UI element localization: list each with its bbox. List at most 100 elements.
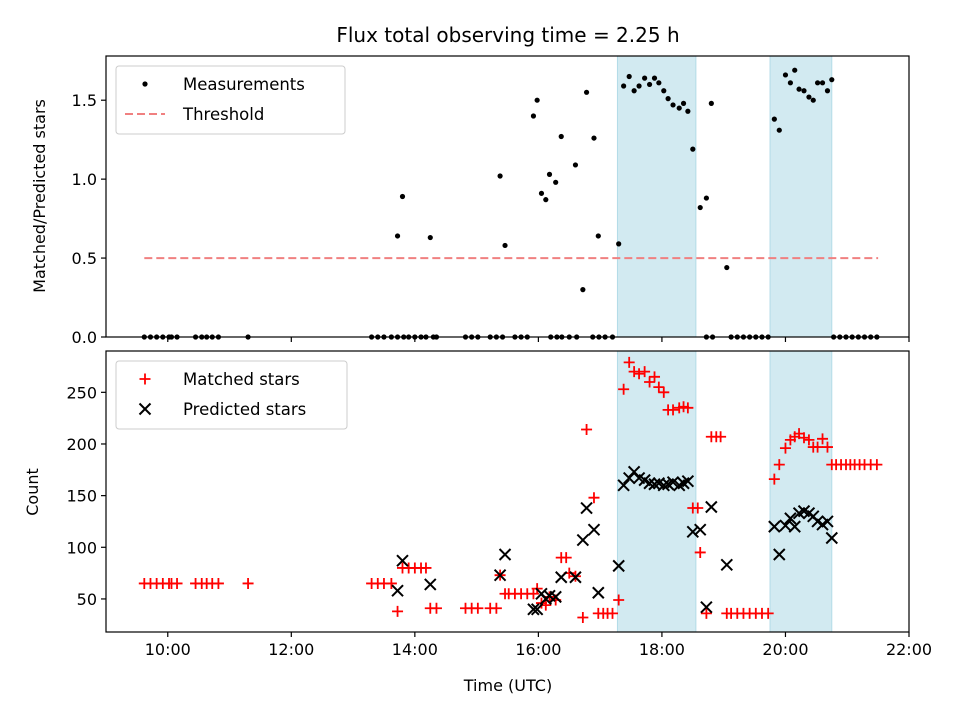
bottom-matched-stars-point — [682, 402, 694, 414]
bottom-x-tick-label: 18:00 — [639, 640, 685, 659]
bottom-legend-label-predicted-stars: Predicted stars — [183, 400, 306, 419]
bottom-predicted-stars-point — [580, 501, 593, 515]
top-measurements-point — [583, 89, 590, 95]
bottom-matched-stars-point — [607, 607, 619, 619]
top-measurements-point — [399, 193, 406, 200]
top-series-layer — [141, 67, 880, 340]
bottom-predicted-stars-point — [527, 603, 540, 616]
bottom-matched-stars-point — [821, 441, 833, 453]
bottom-predicted-stars-point — [705, 500, 718, 514]
bottom-matched-stars-point — [773, 459, 785, 471]
top-measurements-point — [703, 195, 709, 201]
bottom-matched-stars-point — [171, 577, 183, 589]
bottom-matched-stars-point — [649, 371, 661, 383]
bottom-predicted-stars-point — [396, 554, 409, 567]
bottom-matched-stars-point — [700, 607, 712, 619]
bottom-predicted-stars-point — [569, 571, 582, 584]
bottom-predicted-stars-point — [720, 558, 733, 572]
bottom-matched-stars-point — [779, 442, 791, 454]
top-axes-frame — [105, 55, 910, 338]
top-shaded-span-1 — [769, 55, 833, 338]
bottom-predicted-stars-point — [768, 520, 781, 533]
bottom-predicted-stars-point — [587, 523, 601, 536]
top-measurements-point — [502, 242, 508, 249]
top-measurements-point — [656, 80, 662, 86]
bottom-matched-stars-point — [490, 602, 502, 614]
top-legend-box — [115, 65, 346, 135]
bottom-x-tick-label: 20:00 — [762, 640, 808, 659]
top-measurements-point — [530, 113, 537, 119]
bottom-matched-stars-point — [623, 356, 635, 368]
bottom-predicted-stars-point — [784, 512, 797, 525]
top-measurements-point — [690, 146, 696, 152]
bottom-predicted-stars-point — [773, 548, 786, 561]
top-measurements-point — [631, 88, 637, 94]
bottom-matched-stars-point — [803, 434, 815, 446]
bottom-matched-stars-point — [871, 459, 883, 471]
bottom-matched-stars-point — [420, 562, 432, 574]
top-measurements-point — [497, 173, 503, 179]
top-measurements-point — [771, 116, 777, 122]
top-measurements-point — [787, 80, 794, 86]
top-measurements-point — [651, 75, 658, 81]
top-legend-label-threshold: Threshold — [182, 105, 264, 124]
top-measurements-point — [708, 100, 714, 106]
bottom-x-tick-label: 16:00 — [515, 640, 561, 659]
top-legend: Measurements Threshold — [115, 65, 346, 135]
top-shaded-span-0 — [616, 55, 697, 338]
bottom-y-tick-label: 150 — [66, 487, 97, 506]
bottom-predicted-stars-point — [694, 523, 707, 536]
bottom-matched-stars-point — [560, 552, 572, 564]
bottom-matched-stars-point — [392, 605, 404, 617]
top-legend-marker-measurements — [142, 81, 148, 87]
bottom-matched-stars-point — [242, 577, 254, 589]
top-measurements-point — [553, 179, 559, 185]
bottom-shaded-span-1 — [769, 350, 833, 633]
bottom-matched-stars-point — [385, 577, 397, 589]
top-measurements-point — [616, 241, 622, 247]
bottom-predicted-stars-point — [681, 474, 695, 488]
bottom-matched-stars-point — [628, 366, 640, 378]
top-measurements-point — [801, 88, 807, 94]
top-measurements-point — [558, 133, 564, 140]
bottom-predicted-stars-point — [821, 515, 834, 528]
bottom-matched-stars-point — [768, 473, 780, 485]
top-measurements-point — [670, 102, 676, 108]
bottom-predicted-stars-point — [825, 531, 838, 545]
bottom-matched-stars-point — [618, 383, 630, 395]
top-measurements-point — [810, 97, 816, 103]
top-measurements-point — [427, 234, 433, 241]
top-legend-label-measurements: Measurements — [183, 75, 305, 94]
top-measurements-point — [642, 75, 648, 81]
bottom-matched-stars-point — [430, 602, 442, 614]
top-measurements-point — [819, 80, 826, 86]
bottom-predicted-stars-point — [576, 533, 590, 547]
bottom-predicted-stars-point — [493, 568, 507, 582]
top-measurements-point — [580, 287, 586, 293]
bottom-predicted-stars-point — [498, 548, 512, 561]
bottom-predicted-stars-point — [686, 525, 700, 538]
top-measurements-point — [697, 204, 703, 211]
top-y-tick-label: 0.5 — [72, 249, 97, 268]
top-measurements-point — [646, 81, 653, 88]
bottom-shaded-span-0 — [616, 350, 697, 633]
bottom-matched-stars-point — [212, 577, 224, 589]
bottom-matched-stars-point — [633, 368, 645, 380]
top-measurements-point — [665, 96, 671, 102]
bottom-legend-marker-predicted-stars — [138, 402, 152, 416]
bottom-matched-stars-point — [658, 386, 670, 398]
bottom-matched-stars-point — [694, 546, 706, 558]
bottom-matched-stars-point — [588, 492, 600, 504]
bottom-x-tick-label: 10:00 — [145, 640, 191, 659]
bottom-matched-stars-point — [812, 441, 824, 453]
bottom-legend-marker-matched-stars — [139, 373, 151, 385]
bottom-x-tick-label: 12:00 — [268, 640, 314, 659]
top-measurements-point — [806, 94, 812, 100]
bottom-matched-stars-point — [653, 381, 665, 393]
bottom-predicted-stars-point — [424, 578, 437, 591]
top-measurements-point — [776, 127, 782, 133]
bottom-panel: 10:00 12:00 14:00 16:00 18:00 20:00 22:00 50 100… — [66, 350, 932, 659]
bottom-matched-stars-point — [577, 612, 589, 624]
top-measurements-point — [676, 105, 682, 111]
